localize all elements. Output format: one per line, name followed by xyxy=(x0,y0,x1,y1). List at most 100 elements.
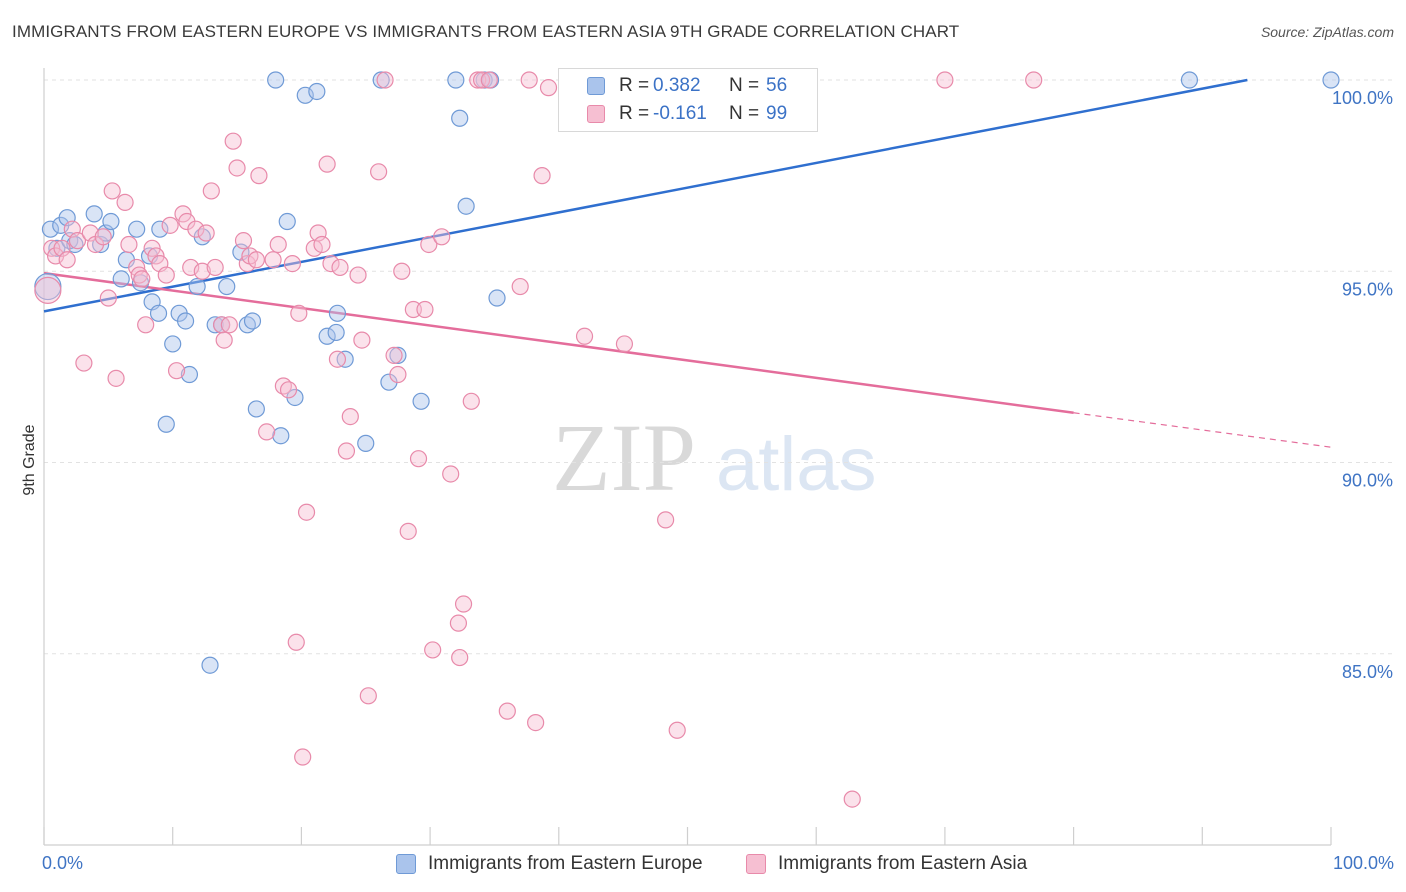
y-tick-labels: 100.0% 95.0% 90.0% 85.0% xyxy=(1332,88,1393,682)
eastern-asia-point xyxy=(99,289,117,307)
eastern-asia-point xyxy=(359,687,377,705)
legend-n-value: 99 xyxy=(766,103,788,124)
series-legend: Immigrants from Eastern Europe Immigrant… xyxy=(0,852,1406,878)
eastern-europe-point xyxy=(102,212,120,231)
x-tick-label-min: 0.0% xyxy=(42,853,83,873)
eastern-europe-point xyxy=(218,277,236,296)
eastern-asia-point xyxy=(936,71,954,89)
eastern-asia-point xyxy=(297,503,316,521)
legend-r-value: 0.382 xyxy=(653,75,701,96)
eastern-asia-point xyxy=(511,277,529,296)
x-tick-label-max: 100.0% xyxy=(1333,853,1394,873)
eastern-asia-point xyxy=(668,721,686,739)
eastern-asia-point xyxy=(116,193,134,211)
eastern-asia-point xyxy=(480,71,498,89)
eastern-asia-point xyxy=(337,442,356,460)
legend-row-eastern-europe: R = 0.382 N = 56 xyxy=(559,72,817,100)
eastern-europe-point xyxy=(41,220,60,238)
eastern-europe-point xyxy=(157,415,175,433)
eastern-asia-point xyxy=(279,381,298,399)
data-points xyxy=(34,71,1340,808)
eastern-asia-point xyxy=(34,276,62,304)
legend-label: Immigrants from Eastern Europe xyxy=(428,853,703,874)
eastern-asia-point xyxy=(615,335,634,353)
eastern-asia-point xyxy=(206,258,224,277)
eastern-asia-point xyxy=(161,216,179,234)
eastern-europe-point xyxy=(447,71,465,89)
eastern-asia-point xyxy=(264,251,282,269)
eastern-europe-point xyxy=(308,82,326,101)
eastern-asia-point xyxy=(462,392,480,410)
legend-swatch-blue xyxy=(587,77,605,95)
eastern-asia-point xyxy=(331,258,349,277)
eastern-asia-trend-line xyxy=(43,271,1074,415)
eastern-asia-point xyxy=(120,235,138,254)
legend-swatch-blue xyxy=(396,854,416,874)
eastern-asia-point xyxy=(370,163,388,181)
axes xyxy=(43,68,1332,846)
legend-n-label: N = xyxy=(729,75,760,96)
eastern-europe-point xyxy=(412,392,430,410)
eastern-asia-point xyxy=(283,255,301,273)
eastern-asia-point xyxy=(322,255,340,273)
legend-label: Immigrants from Eastern Asia xyxy=(778,853,1028,874)
correlation-legend: R = 0.382 N = 56 R = -0.161 N = 99 xyxy=(558,68,818,132)
gridlines xyxy=(44,79,1392,655)
eastern-asia-point xyxy=(103,182,121,200)
eastern-asia-point xyxy=(187,220,205,238)
eastern-asia-point xyxy=(393,262,411,280)
source-credit: Source: ZipAtlas.com xyxy=(1260,24,1394,40)
eastern-asia-point xyxy=(318,155,336,173)
eastern-asia-point xyxy=(197,224,215,242)
legend-r-label: R = xyxy=(619,75,650,96)
legend-row-eastern-asia: R = -0.161 N = 99 xyxy=(559,100,817,128)
eastern-asia-point xyxy=(416,300,434,319)
chart-title: IMMIGRANTS FROM EASTERN EUROPE VS IMMIGR… xyxy=(12,22,960,41)
eastern-europe-point xyxy=(488,289,506,307)
eastern-asia-point xyxy=(220,316,238,334)
eastern-europe-point xyxy=(188,277,206,296)
eastern-asia-point xyxy=(349,266,367,284)
eastern-asia-point xyxy=(224,132,242,150)
eastern-asia-point xyxy=(409,450,428,468)
eastern-asia-point xyxy=(328,350,347,368)
eastern-asia-point xyxy=(420,235,438,254)
eastern-europe-point xyxy=(180,365,199,384)
eastern-europe-point xyxy=(327,323,345,342)
eastern-asia-point xyxy=(454,595,473,613)
eastern-asia-point xyxy=(107,369,125,387)
eastern-asia-point xyxy=(202,182,220,200)
eastern-asia-point xyxy=(215,331,233,349)
y-axis-label: 9th Grade xyxy=(21,424,38,495)
y-tick-label: 90.0% xyxy=(1342,471,1393,491)
eastern-europe-trend-line xyxy=(43,78,1248,313)
eastern-asia-point xyxy=(533,167,551,185)
eastern-europe-point xyxy=(457,197,475,215)
eastern-asia-point xyxy=(58,251,76,269)
eastern-europe-point xyxy=(318,327,336,345)
watermark-atlas: atlas xyxy=(716,422,877,507)
eastern-asia-point xyxy=(193,262,211,280)
y-tick-label: 95.0% xyxy=(1342,279,1393,299)
legend-n-label: N = xyxy=(729,103,760,124)
eastern-europe-point xyxy=(206,316,224,334)
legend-r-label: R = xyxy=(619,103,650,124)
eastern-asia-point xyxy=(389,365,407,384)
eastern-europe-point xyxy=(85,205,103,223)
eastern-europe-point xyxy=(151,220,169,238)
eastern-asia-point xyxy=(539,79,558,97)
eastern-europe-point xyxy=(201,656,219,674)
eastern-asia-point xyxy=(247,251,265,269)
eastern-asia-point xyxy=(75,354,93,372)
eastern-europe-point xyxy=(372,71,390,89)
y-tick-label: 85.0% xyxy=(1342,662,1393,682)
eastern-asia-trend-extension xyxy=(1073,412,1332,448)
legend-swatch-pink xyxy=(746,854,766,874)
watermark-zip: ZIP xyxy=(552,404,696,511)
eastern-asia-point xyxy=(94,228,112,246)
eastern-asia-point xyxy=(68,232,87,250)
trend-lines xyxy=(43,78,1332,448)
eastern-europe-point xyxy=(1322,71,1340,89)
eastern-asia-point xyxy=(287,633,305,651)
